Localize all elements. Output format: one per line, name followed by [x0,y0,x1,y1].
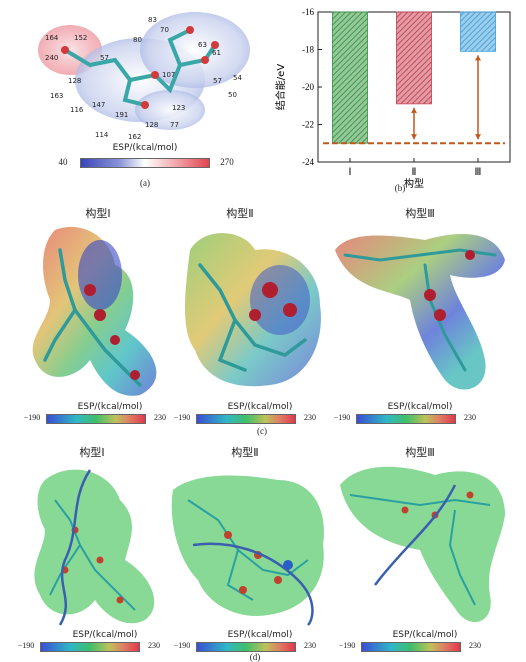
esp-value-label: 116 [70,106,84,114]
esp-value-label: 162 [128,133,141,140]
esp-value-label: 61 [212,49,221,57]
esp-value-label: 128 [145,121,158,129]
colorbar [361,642,461,652]
y-tick-label: -18 [302,45,314,55]
colorbar-max: 230 [154,413,166,422]
panel-b-binding-energy-chart: -16 -18 -20 -22 -24 Ⅰ Ⅱ Ⅲ 构型 结合能/eV [270,2,526,194]
panel-c-surface-2 [175,220,330,400]
esp-value-label: 50 [228,91,237,99]
x-tick-label: Ⅰ [349,167,352,178]
arrow-head [475,134,481,140]
bar [332,11,369,144]
bar [459,11,496,52]
conformer-title: 构型Ⅱ [226,207,254,220]
esp-value-label: 147 [92,101,105,109]
panel-caption: (b) [394,183,406,193]
y-tick-label: -24 [302,157,314,167]
colorbar-min: −190 [338,641,356,650]
esp-value-label: 80 [133,36,142,44]
esp-value-label: 77 [170,121,179,129]
colorbar-max: 270 [220,157,234,167]
colorbar-max: 230 [469,641,481,650]
colorbar-title: ESP/(kcal/mol) [72,630,138,640]
colorbar-max: 230 [304,413,316,422]
colorbar [40,642,140,652]
colorbar-title: ESP/(kcal/mol) [77,402,143,412]
colorbar-title: ESP/(kcal/mol) [112,143,178,153]
bar [396,11,433,105]
x-tick-label: Ⅱ [412,167,417,178]
colorbar-title: ESP/(kcal/mol) [392,630,458,640]
panel-caption: (c) [257,426,267,436]
y-tick-label: -16 [302,7,314,17]
conformer-title: 构型Ⅲ [405,446,435,459]
esp-value-label: 57 [213,77,222,85]
panel-caption: (d) [249,652,261,662]
esp-value-label: 164 [45,34,59,42]
colorbar [46,414,146,424]
colorbar-min: 40 [58,157,68,167]
colorbar-title: ESP/(kcal/mol) [227,630,293,640]
esp-value-label: 163 [50,92,63,100]
esp-value-label: 63 [198,41,207,49]
esp-value-label: 123 [172,104,185,112]
arrow-head [411,107,417,113]
y-tick-label: -20 [302,82,314,92]
colorbar-min: −190 [23,413,41,422]
panel-c-surface-1 [20,220,170,400]
esp-value-label: 128 [68,77,81,85]
arrow-head [475,55,481,61]
esp-value-label: 107 [162,71,175,79]
conformer-title: 构型Ⅱ [231,446,259,459]
colorbar-min: −190 [333,413,351,422]
panel-caption: (a) [140,178,150,188]
x-tick-label: Ⅲ [475,167,482,178]
conformer-title: 构型Ⅰ [79,446,105,459]
colorbar [80,158,210,168]
esp-value-label: 70 [160,26,169,34]
x-axis-label: 构型 [404,177,424,190]
esp-value-label: 54 [233,74,242,82]
panel-a-esp-surface: 164 152 240 57 83 70 80 63 61 54 128 163… [30,5,260,140]
colorbar-min: −190 [173,641,191,650]
colorbar [196,642,296,652]
conformer-title: 构型Ⅰ [85,207,111,220]
colorbar-min: −190 [17,641,35,650]
panel-d-surface-1 [20,460,170,630]
colorbar-title: ESP/(kcal/mol) [227,402,293,412]
esp-value-label: 240 [45,54,58,62]
esp-value-label: 152 [74,34,87,42]
colorbar-max: 230 [304,641,316,650]
esp-value-label: 57 [100,54,109,62]
colorbar-max: 230 [464,413,476,422]
esp-value-label: 191 [115,111,128,119]
conformer-title: 构型Ⅲ [405,207,435,220]
colorbar-max: 230 [148,641,160,650]
esp-value-label: 114 [95,131,109,139]
panel-c-surface-3 [330,220,515,400]
panel-d-surface-2 [168,460,333,630]
esp-value-label: 83 [148,16,157,24]
panel-d-surface-3 [335,455,515,630]
colorbar [356,414,456,424]
arrow-head [411,134,417,140]
y-tick-label: -22 [302,120,314,130]
colorbar [196,414,296,424]
colorbar-title: ESP/(kcal/mol) [387,402,453,412]
y-axis-label: 结合能/eV [274,64,287,111]
colorbar-min: −190 [173,413,191,422]
